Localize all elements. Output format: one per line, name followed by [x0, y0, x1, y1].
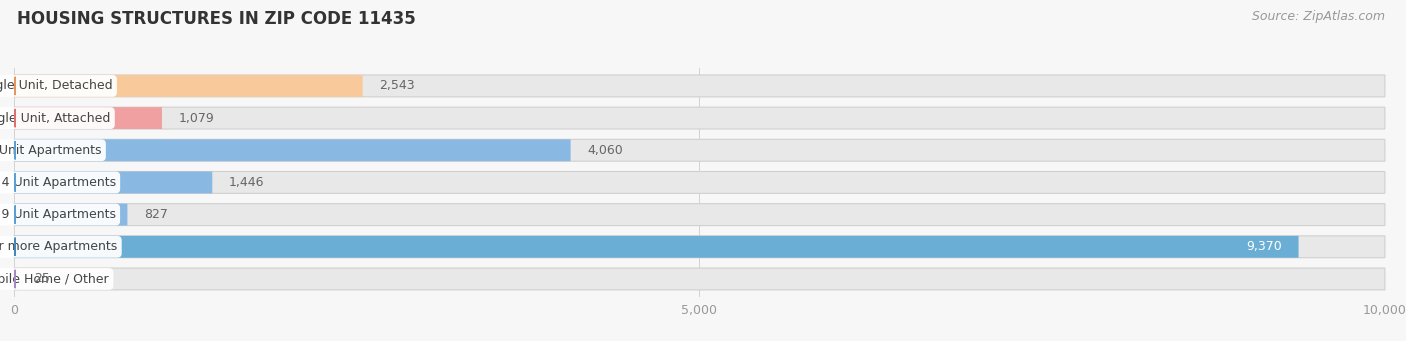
FancyBboxPatch shape	[14, 172, 212, 193]
FancyBboxPatch shape	[14, 139, 571, 161]
FancyBboxPatch shape	[14, 172, 1385, 193]
Text: 2 Unit Apartments: 2 Unit Apartments	[0, 144, 101, 157]
Text: 3 or 4 Unit Apartments: 3 or 4 Unit Apartments	[0, 176, 115, 189]
Text: Single Unit, Detached: Single Unit, Detached	[0, 79, 112, 92]
FancyBboxPatch shape	[14, 107, 1385, 129]
FancyBboxPatch shape	[14, 107, 162, 129]
FancyBboxPatch shape	[14, 75, 1385, 97]
FancyBboxPatch shape	[14, 204, 1385, 225]
Text: 5 to 9 Unit Apartments: 5 to 9 Unit Apartments	[0, 208, 115, 221]
FancyBboxPatch shape	[14, 268, 1385, 290]
Text: 9,370: 9,370	[1246, 240, 1282, 253]
FancyBboxPatch shape	[14, 204, 128, 225]
FancyBboxPatch shape	[14, 139, 1385, 161]
Text: Mobile Home / Other: Mobile Home / Other	[0, 272, 110, 285]
FancyBboxPatch shape	[14, 236, 1299, 258]
Text: Single Unit, Attached: Single Unit, Attached	[0, 112, 111, 124]
Text: Source: ZipAtlas.com: Source: ZipAtlas.com	[1251, 10, 1385, 23]
Text: 1,079: 1,079	[179, 112, 214, 124]
Text: 2,543: 2,543	[380, 79, 415, 92]
Text: 25: 25	[34, 272, 49, 285]
Text: 10 or more Apartments: 10 or more Apartments	[0, 240, 117, 253]
Text: 1,446: 1,446	[229, 176, 264, 189]
FancyBboxPatch shape	[14, 268, 17, 290]
Text: 4,060: 4,060	[588, 144, 623, 157]
FancyBboxPatch shape	[14, 75, 363, 97]
Text: 827: 827	[143, 208, 167, 221]
FancyBboxPatch shape	[14, 236, 1385, 258]
Text: HOUSING STRUCTURES IN ZIP CODE 11435: HOUSING STRUCTURES IN ZIP CODE 11435	[17, 10, 416, 28]
